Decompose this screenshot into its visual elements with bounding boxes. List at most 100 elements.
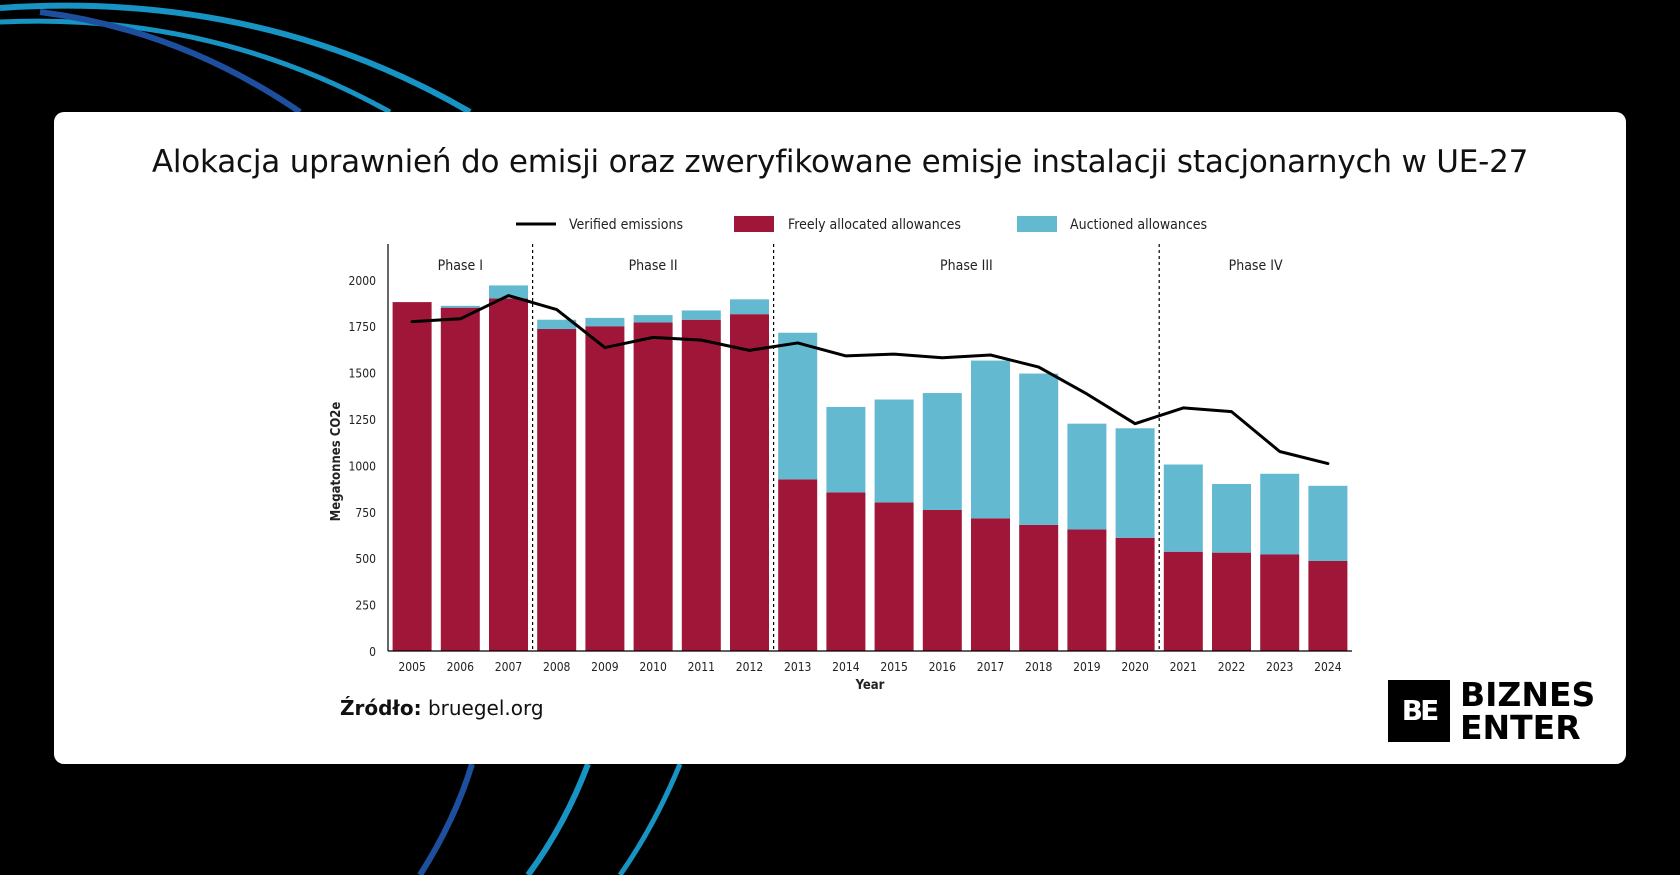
y-tick-label: 750 bbox=[355, 506, 376, 520]
legend-free-label: Freely allocated allowances bbox=[788, 217, 961, 233]
chart-legend: Verified emissions Freely allocated allow… bbox=[516, 216, 1207, 233]
bar-auctioned bbox=[826, 406, 866, 493]
bar-free bbox=[730, 314, 769, 651]
x-axis-title: Year bbox=[855, 678, 885, 693]
bar-free bbox=[1260, 554, 1300, 651]
x-tick-label: 2008 bbox=[543, 660, 571, 674]
arc-bottom-1 bbox=[417, 763, 475, 875]
logo-mark: BE bbox=[1388, 680, 1450, 742]
legend-verified: Verified emissions bbox=[516, 217, 683, 233]
bar-auctioned bbox=[1115, 428, 1155, 538]
bar-free bbox=[1019, 524, 1059, 651]
x-tick-label: 2010 bbox=[639, 660, 667, 674]
legend-auctioned-swatch bbox=[1017, 216, 1057, 232]
x-tick-label: 2013 bbox=[784, 660, 811, 674]
bar-auctioned bbox=[1019, 373, 1059, 525]
bar-auctioned bbox=[585, 317, 625, 327]
x-tick-label: 2023 bbox=[1266, 660, 1293, 674]
arc-bottom-3 bbox=[617, 763, 683, 875]
phase-label: Phase I bbox=[438, 258, 483, 274]
bar-auctioned bbox=[1308, 485, 1348, 561]
x-tick-label: 2011 bbox=[688, 660, 715, 674]
bar-auctioned bbox=[1260, 473, 1300, 555]
arc-top-inner bbox=[39, 9, 302, 115]
bar-free bbox=[971, 518, 1010, 651]
bar-free bbox=[1212, 552, 1251, 651]
x-tick-label: 2016 bbox=[929, 660, 957, 674]
bar-free bbox=[922, 509, 962, 651]
y-tick-label: 1250 bbox=[349, 413, 377, 427]
bar-auctioned bbox=[874, 399, 914, 503]
phases: Phase I Phase II Phase III Phase IV bbox=[438, 244, 1283, 651]
bar-free bbox=[826, 492, 866, 651]
arc-bottom-2 bbox=[525, 762, 591, 875]
bizness-enter-logo: BE BIZNES ENTER bbox=[1388, 678, 1598, 746]
source-note: Źródło: bruegel.org bbox=[340, 696, 544, 720]
x-tick-label: 2006 bbox=[447, 660, 475, 674]
bar-free bbox=[392, 302, 432, 651]
bar-auctioned bbox=[1163, 464, 1203, 552]
bars bbox=[392, 285, 1348, 651]
bar-free bbox=[1115, 537, 1155, 651]
x-tick-label: 2015 bbox=[880, 660, 907, 674]
x-tick-label: 2012 bbox=[736, 660, 763, 674]
y-tick-label: 0 bbox=[369, 645, 376, 659]
x-tick-label: 2009 bbox=[591, 660, 619, 674]
bar-auctioned bbox=[537, 319, 577, 330]
bar-free bbox=[778, 479, 818, 651]
x-tick-label: 2024 bbox=[1314, 660, 1342, 674]
legend-free: Freely allocated allowances bbox=[734, 216, 961, 233]
y-tick-label: 250 bbox=[355, 599, 376, 613]
legend-auctioned-label: Auctioned allowances bbox=[1070, 217, 1207, 233]
x-tick-label: 2022 bbox=[1218, 660, 1245, 674]
phase-label: Phase III bbox=[940, 258, 993, 274]
x-tick-label: 2018 bbox=[1025, 660, 1053, 674]
bar-auctioned bbox=[1212, 483, 1251, 553]
x-tick-label: 2021 bbox=[1170, 660, 1197, 674]
bar-free bbox=[489, 298, 528, 651]
arc-top-outer bbox=[0, 2, 472, 115]
page-title: Alokacja uprawnień do emisji oraz zweryf… bbox=[151, 144, 1529, 180]
logo-line-2: ENTER bbox=[1460, 708, 1581, 747]
y-tick-label: 1000 bbox=[349, 459, 377, 473]
bar-free bbox=[1308, 560, 1348, 651]
logo-line-1: BIZNES bbox=[1460, 675, 1596, 714]
bar-auctioned bbox=[730, 299, 769, 315]
x-tick-label: 2007 bbox=[495, 660, 522, 674]
arc-top-middle bbox=[0, 18, 392, 115]
x-axis: 2005 2006 2007 2008 2009 2010 2011 2012 2013 2014… bbox=[388, 650, 1352, 693]
x-tick-label: 2005 bbox=[398, 660, 425, 674]
y-tick-label: 500 bbox=[355, 552, 376, 566]
x-tick-label: 2019 bbox=[1073, 660, 1101, 674]
y-tick-label: 1750 bbox=[349, 320, 377, 334]
bar-free bbox=[1067, 529, 1107, 651]
bar-auctioned bbox=[778, 332, 818, 480]
y-axis-title: Megatonnes CO2e bbox=[329, 402, 344, 522]
bar-free bbox=[440, 307, 480, 651]
bar-free bbox=[585, 326, 625, 651]
emissions-chart: Verified emissions Freely allocated allow… bbox=[329, 216, 1352, 693]
phase-label: Phase IV bbox=[1229, 258, 1283, 274]
bar-free bbox=[681, 319, 721, 651]
bar-auctioned bbox=[681, 310, 721, 320]
x-tick-label: 2014 bbox=[832, 660, 860, 674]
source-label: Źródło: bbox=[340, 696, 422, 720]
x-tick-label: 2017 bbox=[977, 660, 1004, 674]
bar-auctioned bbox=[1067, 423, 1107, 530]
bar-free bbox=[1163, 551, 1203, 651]
bar-free bbox=[874, 502, 914, 651]
verified-emissions-line bbox=[410, 294, 1330, 466]
bar-auctioned bbox=[922, 393, 962, 510]
y-axis: 0 250 500 750 1000 1250 1500 1750 2000 Megatonnes… bbox=[329, 244, 389, 659]
y-tick-label: 2000 bbox=[349, 274, 377, 288]
bar-auctioned bbox=[489, 285, 528, 299]
legend-free-swatch bbox=[734, 216, 774, 232]
bar-auctioned bbox=[971, 360, 1010, 519]
chart-card: Alokacja uprawnień do emisji oraz zweryf… bbox=[54, 112, 1626, 764]
phase-label: Phase II bbox=[629, 258, 678, 274]
y-tick-label: 1500 bbox=[349, 367, 377, 381]
bar-auctioned bbox=[633, 315, 673, 323]
bar-free bbox=[537, 329, 577, 651]
x-tick-label: 2020 bbox=[1121, 660, 1149, 674]
